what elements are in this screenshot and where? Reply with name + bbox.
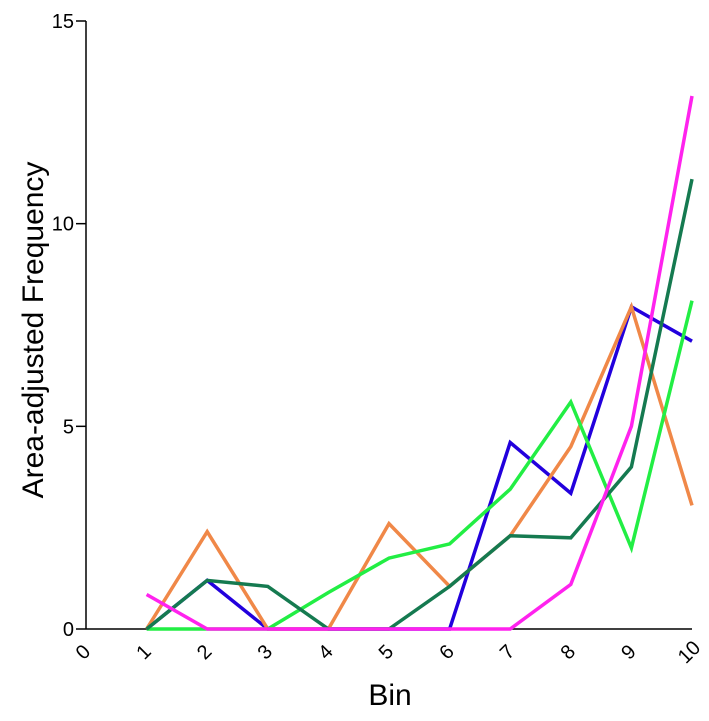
x-tick-label: 9 xyxy=(617,641,640,664)
series-line-5 xyxy=(145,95,694,631)
y-tick-label: 5 xyxy=(63,416,74,438)
x-ticks: 0 1 2 3 4 5 6 7 8 9 10 xyxy=(72,637,705,668)
x-tick-label: 8 xyxy=(557,641,580,664)
x-tick-label: 1 xyxy=(132,641,155,664)
x-tick-label: 0 xyxy=(72,641,95,664)
x-axis-title: Bin xyxy=(368,679,411,712)
series-layer xyxy=(145,95,694,631)
x-tick-label: 10 xyxy=(674,637,705,668)
x-tick-label: 7 xyxy=(496,641,519,664)
x-tick-label: 3 xyxy=(254,641,277,664)
y-tick-label: 15 xyxy=(52,11,74,33)
y-tick-label: 10 xyxy=(52,214,74,236)
y-tick-label: 0 xyxy=(63,619,74,641)
axes xyxy=(85,21,692,630)
x-tick-label: 6 xyxy=(435,641,458,664)
series-line-4 xyxy=(145,178,694,631)
x-tick-label: 2 xyxy=(193,641,216,664)
x-tick-label: 5 xyxy=(375,641,398,664)
series-line-3 xyxy=(146,300,694,631)
x-tick-label: 4 xyxy=(314,641,337,664)
series-line-2 xyxy=(145,301,694,631)
y-ticks: 0 5 10 15 xyxy=(52,11,86,641)
y-axis-title: Area-adjusted Frequency xyxy=(17,162,50,499)
